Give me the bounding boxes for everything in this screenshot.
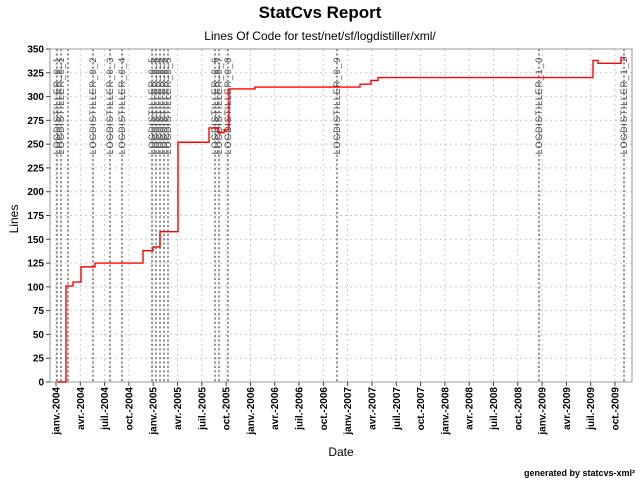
tag-marker-label: LOGDISTILLER_1_0: [534, 57, 544, 154]
x-tick-label: avr.-2007: [367, 387, 378, 430]
tag-marker-label: LOGDISTILLER_0_2: [88, 57, 98, 154]
y-tick-label: 300: [27, 92, 44, 103]
x-tick-label: juil.-2006: [295, 387, 306, 431]
x-tick-label: janv.-2004: [52, 387, 63, 436]
y-tick-label: 225: [27, 163, 44, 174]
y-tick-label: 0: [38, 378, 44, 389]
y-tick-label: 325: [27, 68, 44, 79]
y-tick-label: 25: [33, 354, 45, 365]
x-axis-title: Date: [328, 445, 354, 459]
loc-series-line: [57, 56, 626, 383]
x-tick-label: oct.-2006: [319, 387, 330, 431]
x-tick-label: oct.-2008: [513, 387, 524, 431]
x-tick-label: juil.-2008: [489, 387, 500, 431]
x-tick-label: avr.-2009: [562, 387, 573, 430]
footer-credit: generated by statcvs-xml²: [523, 468, 635, 478]
x-tick-label: oct.-2004: [124, 387, 135, 431]
tag-marker-label: LOGDISTILLER_0_3: [105, 57, 115, 154]
x-tick-label: juil.-2004: [100, 387, 111, 431]
x-tick-label: janv.-2009: [538, 387, 549, 436]
y-tick-label: 150: [27, 235, 44, 246]
tag-marker-label: LOGDISTILLER_0_5: [163, 57, 173, 154]
tag-marker-label: LOGDISTILLER_0_8: [223, 57, 233, 154]
x-tick-label: oct.-2007: [416, 387, 427, 431]
x-tick-label: avr.-2004: [76, 387, 87, 430]
tag-marker-label: LOGDISTILLER_0_5: [159, 57, 169, 154]
y-tick-label: 75: [33, 306, 45, 317]
x-tick-label: juil.-2005: [197, 387, 208, 431]
tag-marker-label: LOGDISTILLER_0_5: [147, 57, 157, 154]
tag-marker-label: LOGDISTILLER_0_6: [210, 57, 220, 154]
tag-marker-label: LOGDISTILLER_0_7: [214, 57, 224, 154]
y-tick-label: 125: [27, 259, 44, 270]
x-tick-label: avr.-2005: [173, 387, 184, 430]
x-tick-label: avr.-2008: [465, 387, 476, 430]
y-tick-label: 200: [27, 187, 44, 198]
y-tick-label: 350: [27, 45, 44, 56]
y-tick-label: 250: [27, 140, 44, 151]
tag-marker-label: LOGDISTILLER_0_4: [117, 57, 127, 154]
y-tick-label: 50: [33, 330, 45, 341]
chart-subtitle: Lines Of Code for test/net/sf/logdistill…: [204, 29, 436, 43]
y-tick-label: 175: [27, 211, 44, 222]
tag-marker-label: LOGDISTILLER_0_1: [52, 57, 62, 154]
x-tick-label: juil.-2007: [392, 387, 403, 431]
x-tick-label: oct.-2005: [222, 387, 233, 431]
tag-marker-label: LOGDISTILLER_0_5: [155, 57, 165, 154]
x-tick-label: janv.-2005: [149, 387, 160, 436]
y-tick-label: 100: [27, 282, 44, 293]
tag-marker-label: LOGDISTILLER_0_1: [56, 57, 66, 154]
tag-marker-label: LOGDISTILLER_0_5: [151, 57, 161, 154]
x-tick-label: janv.-2008: [440, 387, 451, 436]
chart-title: StatCvs Report: [258, 3, 382, 22]
x-tick-label: avr.-2006: [270, 387, 281, 430]
x-tick-label: janv.-2007: [343, 387, 354, 436]
y-axis-title: Lines: [7, 204, 21, 234]
tag-marker-label: LOGDISTILLER_0_9: [332, 57, 342, 154]
y-tick-label: 275: [27, 116, 44, 127]
tag-marker-label: LOGDISTILLER_1_1: [619, 57, 629, 154]
x-tick-label: janv.-2006: [246, 387, 257, 436]
x-tick-label: oct.-2009: [611, 387, 622, 431]
x-tick-label: juil.-2009: [586, 387, 597, 431]
